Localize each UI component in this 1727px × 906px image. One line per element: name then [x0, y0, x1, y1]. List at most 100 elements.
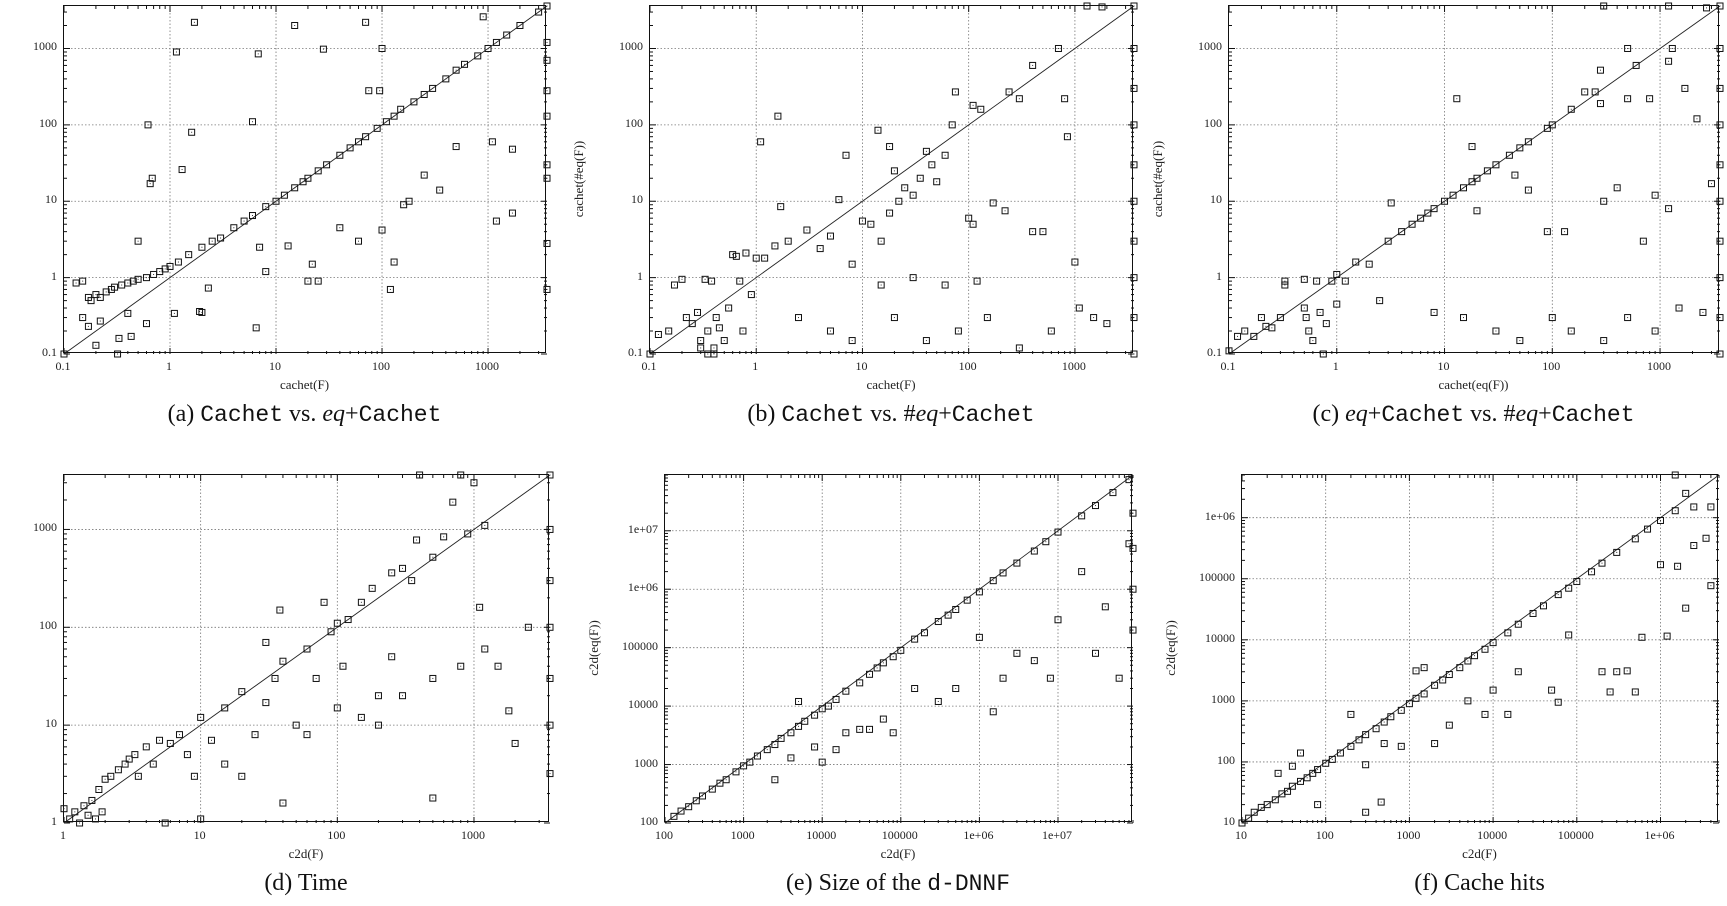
data-point-marker: [704, 327, 712, 335]
caption-label: (b): [747, 401, 776, 427]
data-point-marker: [1271, 796, 1279, 804]
data-point-marker: [1075, 304, 1083, 312]
diagonal-line: [649, 5, 1135, 355]
data-point-marker: [71, 808, 79, 816]
data-point-marker: [1646, 95, 1654, 103]
y-tick-label: 100: [39, 618, 57, 633]
data-point-marker: [543, 112, 551, 120]
data-point-marker: [413, 536, 421, 544]
data-point-marker: [895, 197, 903, 205]
data-point-marker: [378, 226, 386, 234]
caption-text: vs.: [1464, 401, 1504, 427]
scatter-svg-a: [60, 2, 551, 358]
data-point-marker: [1668, 44, 1676, 52]
data-point-marker: [1663, 632, 1671, 640]
data-point-marker: [794, 314, 802, 322]
data-point-marker: [1598, 668, 1606, 676]
x-tick-label: 10: [193, 828, 206, 842]
caption-text: vs.: [283, 401, 323, 427]
data-point-marker: [866, 725, 874, 733]
y-tick-label: 10: [1210, 192, 1222, 207]
data-point-marker: [79, 277, 87, 285]
data-point-marker: [272, 197, 280, 205]
data-point-marker: [1046, 674, 1054, 682]
data-point-marker: [922, 337, 930, 345]
x-tick-label: 0.1: [55, 359, 71, 373]
data-point-marker: [973, 277, 981, 285]
data-point-marker: [1529, 609, 1537, 617]
data-point-marker: [60, 350, 68, 358]
data-point-marker: [842, 151, 850, 159]
data-point-marker: [95, 785, 103, 793]
data-point-marker: [710, 350, 718, 358]
data-point-marker: [757, 138, 765, 146]
scatter-svg-f: [1238, 471, 1720, 827]
data-point-marker: [76, 819, 84, 827]
data-point-marker: [848, 337, 856, 345]
data-point-marker: [1554, 698, 1562, 706]
data-point-marker: [777, 203, 785, 211]
data-point-marker: [1716, 84, 1724, 92]
data-point-marker: [1030, 547, 1038, 555]
data-point-marker: [230, 224, 238, 232]
data-point-marker: [124, 279, 132, 287]
data-point-marker: [420, 171, 428, 179]
data-point-marker: [470, 479, 478, 487]
data-point-marker: [449, 498, 457, 506]
diagonal-line: [664, 474, 1134, 824]
data-point-marker: [280, 191, 288, 199]
diagonal-line: [63, 5, 548, 355]
data-point-marker: [977, 105, 985, 113]
data-point-marker: [826, 232, 834, 240]
data-point-marker: [1302, 314, 1310, 322]
data-point-marker: [771, 242, 779, 250]
data-point-marker: [1539, 602, 1547, 610]
data-point-marker: [279, 657, 287, 665]
data-point-marker: [543, 161, 551, 169]
data-point-marker: [1690, 542, 1698, 550]
data-point-marker: [543, 174, 551, 182]
data-point-marker: [208, 237, 216, 245]
caption-text: Time: [297, 870, 348, 896]
data-point-marker: [543, 87, 551, 95]
data-point-marker: [1284, 787, 1292, 795]
data-point-marker: [101, 775, 109, 783]
figure-caption-f: (f) Cache hits: [1230, 870, 1727, 897]
data-point-marker: [1314, 801, 1322, 809]
data-point-marker: [1333, 300, 1341, 308]
data-point-marker: [1365, 260, 1373, 268]
data-point-marker: [452, 143, 460, 151]
data-point-marker: [442, 75, 450, 83]
data-point-marker: [911, 635, 919, 643]
data-point-marker: [98, 808, 106, 816]
data-point-marker: [732, 768, 740, 776]
caption-label: (e): [785, 870, 813, 896]
data-point-marker: [1431, 681, 1439, 689]
data-point-marker: [729, 251, 737, 259]
data-point-marker: [390, 112, 398, 120]
data-point-marker: [543, 239, 551, 247]
data-point-marker: [374, 721, 382, 729]
data-point-marker: [1297, 777, 1305, 785]
data-point-marker: [240, 217, 248, 225]
data-point-marker: [494, 662, 502, 670]
data-point-marker: [1362, 731, 1370, 739]
caption-text: Size of the: [818, 870, 928, 896]
data-point-marker: [1303, 774, 1311, 782]
data-point-marker: [1656, 516, 1664, 524]
data-point-marker: [1091, 502, 1099, 510]
data-point-marker: [1716, 197, 1724, 205]
data-point-marker: [1377, 798, 1385, 806]
caption-text: Cachet: [951, 402, 1035, 428]
data-point-marker: [1665, 2, 1673, 10]
data-point-marker: [1524, 186, 1532, 194]
data-point-marker: [1598, 559, 1606, 567]
data-point-marker: [336, 151, 344, 159]
data-point-marker: [79, 314, 87, 322]
data-point-marker: [134, 237, 142, 245]
data-point-marker: [84, 322, 92, 330]
data-point-marker: [535, 8, 543, 16]
caption-text: +: [1367, 401, 1382, 427]
data-point-marker: [801, 717, 809, 725]
data-point-marker: [1054, 616, 1062, 624]
